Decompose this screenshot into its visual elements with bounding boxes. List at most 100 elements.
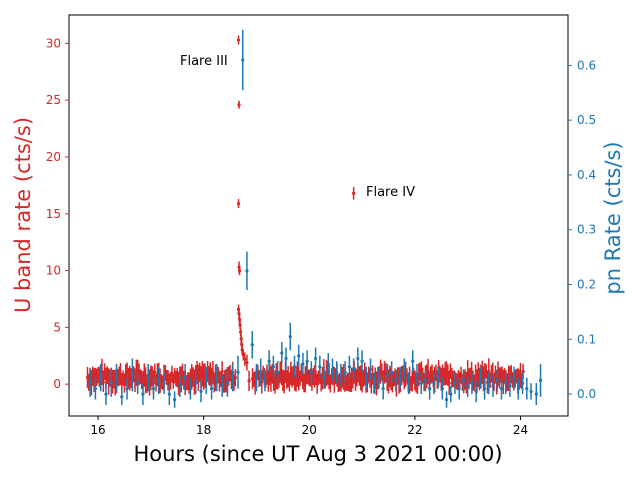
annotation-flare-iv: Flare IV	[366, 185, 415, 200]
u-band-baseline-point	[220, 370, 224, 374]
pn-point	[352, 367, 356, 372]
x-tick-label: 20	[302, 423, 317, 437]
pn-point	[250, 343, 254, 347]
pn-point	[313, 356, 318, 361]
pn-point	[204, 378, 208, 382]
data-series-layer	[85, 29, 543, 408]
left-y-tick-label: 10	[46, 264, 61, 278]
pn-point	[241, 58, 245, 62]
u-band-baseline-point	[101, 380, 105, 384]
u-band-baseline-point	[233, 375, 237, 380]
plot-area	[68, 14, 569, 417]
pn-point	[390, 370, 394, 374]
u-band-point	[245, 361, 249, 365]
pn-point	[271, 365, 275, 369]
annotations: Flare III Flare IV	[180, 54, 415, 200]
pn-point	[188, 387, 193, 391]
pn-point	[297, 354, 301, 358]
right-y-axis-ticks: 0.0 0.1 0.2 0.3 0.4 0.5 0.6	[568, 58, 596, 401]
u-band-point	[238, 323, 242, 327]
u-band-baseline-point	[153, 370, 157, 375]
pn-point	[520, 381, 525, 385]
pn-point	[482, 387, 487, 391]
u-band-point	[243, 357, 247, 361]
pn-point	[436, 376, 440, 380]
pn-point	[162, 381, 166, 385]
x-tick-label: 24	[513, 423, 528, 437]
u-band-baseline-point	[447, 381, 451, 385]
pn-point	[470, 381, 474, 385]
pn-point	[491, 384, 495, 388]
pn-point	[141, 392, 145, 396]
axes-frame	[68, 14, 569, 417]
pn-point	[478, 376, 482, 380]
pn-point	[499, 387, 504, 391]
pn-point	[406, 381, 411, 385]
pn-point	[453, 381, 457, 385]
x-axis-label: Hours (since UT Aug 3 2021 00:00)	[133, 442, 502, 466]
left-y-axis-ticks: 0 5 10 15 20 25 30	[46, 36, 69, 391]
pn-point	[343, 370, 347, 374]
pn-point	[534, 392, 538, 396]
pn-point	[394, 378, 398, 382]
right-y-tick-label: 0.0	[577, 387, 596, 401]
pn-point	[130, 373, 134, 377]
pn-point	[178, 384, 182, 388]
u-band-series	[85, 35, 525, 397]
pn-point	[146, 376, 150, 380]
pn-point	[356, 356, 360, 361]
pn-point	[254, 376, 259, 380]
pn-point	[215, 376, 219, 380]
pn-point	[220, 384, 224, 388]
u-band-baseline-point	[487, 369, 491, 374]
pn-point	[199, 389, 203, 393]
pn-point	[292, 365, 297, 369]
right-y-tick-label: 0.1	[577, 332, 596, 346]
pn-point	[495, 378, 499, 382]
right-y-tick-label: 0.6	[577, 58, 596, 72]
left-y-tick-label: 0	[53, 377, 61, 391]
pn-point	[487, 381, 491, 385]
pn-point	[263, 378, 267, 382]
pn-point	[444, 397, 449, 402]
pn-point	[245, 269, 249, 273]
u-band-baseline-point	[426, 369, 430, 374]
pn-point	[415, 373, 419, 377]
pn-point	[347, 365, 351, 369]
pn-point	[288, 334, 292, 339]
pn-point	[419, 381, 423, 385]
pn-point	[525, 387, 529, 391]
x-tick-label: 18	[196, 423, 211, 437]
pn-point	[120, 395, 124, 399]
pn-point	[423, 378, 428, 382]
u-band-point	[237, 317, 242, 322]
pn-point	[402, 367, 406, 372]
right-y-tick-label: 0.2	[577, 278, 596, 292]
u-band-point	[247, 379, 251, 383]
u-band-point	[237, 312, 241, 316]
pn-point	[109, 381, 113, 385]
left-y-tick-label: 30	[46, 36, 61, 50]
pn-point	[231, 376, 235, 380]
pn-point	[381, 387, 385, 391]
pn-point	[516, 387, 520, 391]
right-y-axis-label: pn Rate (cts/s)	[601, 141, 625, 294]
pn-point	[449, 392, 453, 396]
pn-point	[339, 373, 343, 377]
u-band-point	[240, 342, 244, 347]
u-band-point	[236, 201, 241, 206]
pn-point	[461, 378, 466, 382]
pn-point	[508, 384, 512, 388]
pn-point	[99, 376, 103, 380]
left-y-tick-label: 20	[46, 150, 61, 164]
pn-point	[330, 367, 335, 372]
u-band-point	[239, 330, 243, 334]
pn-point	[322, 376, 326, 380]
pn-point	[157, 378, 161, 382]
u-band-point	[241, 353, 245, 357]
pn-point	[466, 384, 470, 388]
pn-point	[318, 365, 322, 369]
left-y-tick-label: 25	[46, 93, 61, 107]
pn-point	[88, 381, 92, 385]
